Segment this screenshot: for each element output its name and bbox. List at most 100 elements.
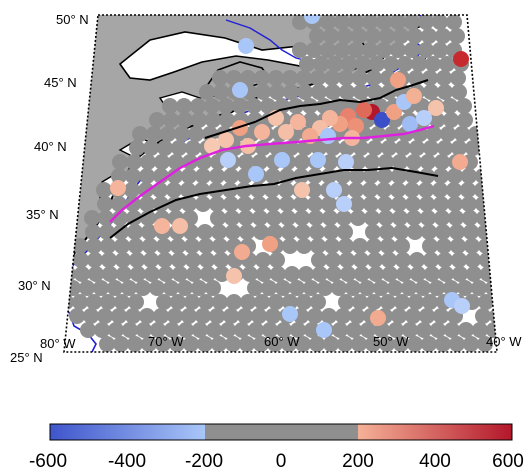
neutral-marker [185, 140, 201, 156]
anomaly-marker [274, 152, 290, 168]
neutral-marker [195, 168, 211, 184]
neutral-marker [226, 294, 242, 310]
neutral-marker [404, 182, 420, 198]
neutral-marker [191, 280, 207, 296]
neutral-marker [226, 70, 242, 86]
neutral-marker [436, 238, 452, 254]
neutral-marker [73, 252, 89, 268]
neutral-marker [112, 210, 128, 226]
neutral-marker [348, 15, 364, 30]
neutral-marker [338, 238, 354, 254]
neutral-marker [121, 280, 137, 296]
neutral-marker [405, 196, 421, 212]
neutral-marker [112, 154, 128, 170]
neutral-marker [240, 294, 256, 310]
neutral-marker [383, 56, 399, 72]
neutral-marker [440, 126, 456, 142]
neutral-marker [437, 140, 453, 156]
neutral-marker [64, 266, 76, 282]
neutral-marker [253, 224, 269, 240]
neutral-marker [204, 98, 220, 114]
neutral-marker [407, 224, 423, 240]
front-line-south [109, 166, 439, 239]
neutral-marker [260, 98, 276, 114]
neutral-marker [462, 210, 478, 226]
neutral-marker [79, 280, 95, 296]
neutral-marker [108, 322, 124, 338]
neutral-marker [267, 336, 283, 352]
neutral-marker [295, 224, 311, 240]
neutral-marker [100, 294, 116, 310]
anomaly-marker [320, 128, 336, 144]
neutral-marker [160, 126, 176, 142]
neutral-marker [363, 196, 379, 212]
neutral-marker [225, 224, 241, 240]
neutral-marker [369, 56, 385, 72]
neutral-marker [381, 252, 397, 268]
neutral-marker [379, 336, 395, 352]
neutral-marker [430, 322, 446, 338]
neutral-marker [451, 140, 467, 156]
anomaly-marker [390, 72, 406, 88]
neutral-marker [443, 112, 459, 128]
neutral-marker [410, 266, 426, 282]
neutral-marker [423, 140, 439, 156]
neutral-marker [208, 182, 224, 198]
colorbar-tick: -200 [185, 451, 223, 472]
neutral-marker [362, 15, 378, 30]
neutral-marker [139, 308, 155, 324]
neutral-marker [394, 294, 410, 310]
neutral-marker [220, 322, 236, 338]
neutral-marker [365, 224, 381, 240]
anomaly-marker [453, 51, 469, 67]
neutral-marker [475, 168, 491, 184]
neutral-marker [421, 28, 437, 44]
neutral-marker [323, 224, 339, 240]
neutral-marker [449, 28, 465, 44]
neutral-marker [479, 252, 495, 268]
neutral-marker [439, 56, 455, 72]
lat-label-35: 35° N [26, 207, 59, 222]
neutral-marker [366, 238, 382, 254]
neutral-marker [364, 154, 380, 170]
neutral-marker [349, 308, 365, 324]
neutral-marker [140, 154, 156, 170]
neutral-marker [312, 266, 328, 282]
neutral-marker [85, 224, 101, 240]
neutral-marker [128, 294, 144, 310]
neutral-marker [478, 238, 494, 254]
neutral-marker [251, 196, 267, 212]
neutral-marker [163, 112, 179, 128]
colorbar-tick: 200 [342, 451, 374, 472]
neutral-marker [143, 252, 159, 268]
neutral-marker [367, 252, 383, 268]
neutral-marker [284, 266, 300, 282]
neutral-marker [155, 336, 171, 352]
neutral-marker [149, 280, 165, 296]
neutral-marker [154, 154, 170, 170]
neutral-marker [282, 238, 298, 254]
neutral-marker [190, 98, 206, 114]
lat-label-25: 25° N [10, 350, 43, 365]
neutral-marker [485, 280, 497, 296]
colorbar-tick: 0 [276, 451, 287, 472]
neutral-marker [294, 210, 310, 226]
neutral-marker [337, 224, 353, 240]
neutral-marker [236, 182, 252, 198]
neutral-marker [449, 224, 465, 240]
gulf-water [118, 31, 322, 81]
neutral-marker [334, 15, 350, 30]
neutral-marker [348, 42, 364, 58]
neutral-marker [158, 266, 174, 282]
neutral-marker [192, 322, 208, 338]
anomaly-marker [370, 310, 386, 326]
neutral-marker [432, 182, 448, 198]
neutral-marker [107, 280, 123, 296]
neutral-marker [367, 84, 383, 100]
neutral-marker [349, 196, 365, 212]
lat-label-45: 45° N [44, 75, 77, 90]
neutral-marker [432, 15, 448, 30]
neutral-marker [275, 280, 291, 296]
neutral-marker [435, 336, 451, 352]
neutral-marker [323, 336, 339, 352]
